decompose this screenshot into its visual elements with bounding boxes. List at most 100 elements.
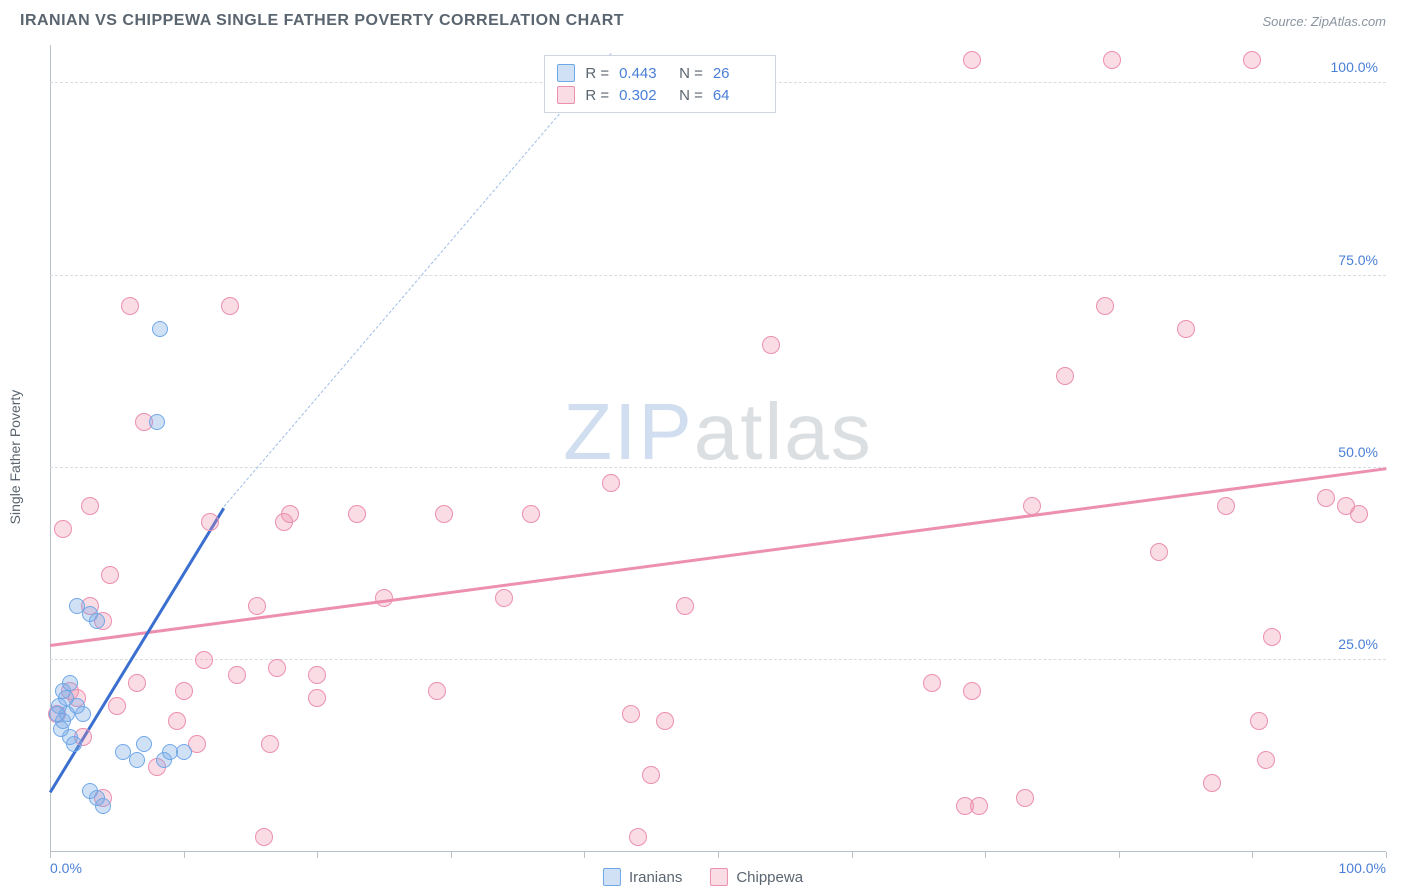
x-tick	[50, 852, 51, 858]
x-tick	[451, 852, 452, 858]
data-point-pink	[175, 682, 193, 700]
data-point-pink	[1217, 497, 1235, 515]
data-point-pink	[348, 505, 366, 523]
legend-item-iranians: Iranians	[603, 868, 682, 886]
data-point-pink	[168, 712, 186, 730]
corr-r-label: R =	[585, 65, 609, 82]
legend-label-iranians: Iranians	[629, 869, 682, 886]
y-tick-label: 100.0%	[1331, 59, 1378, 75]
data-point-pink	[268, 659, 286, 677]
x-tick-label: 0.0%	[50, 860, 82, 876]
data-point-pink	[275, 513, 293, 531]
data-point-pink	[1243, 51, 1261, 69]
x-tick	[584, 852, 585, 858]
chart-header: IRANIAN VS CHIPPEWA SINGLE FATHER POVERT…	[0, 0, 1406, 38]
x-tick	[718, 852, 719, 858]
correlation-box: R =0.443N =26R =0.302N =64	[544, 55, 776, 113]
gridline	[50, 275, 1386, 276]
y-axis-label: Single Father Poverty	[7, 389, 23, 524]
corr-n-label: N =	[679, 65, 703, 82]
data-point-pink	[1317, 489, 1335, 507]
corr-swatch-blue	[557, 64, 575, 82]
data-point-blue	[152, 321, 168, 337]
corr-n-label: N =	[679, 87, 703, 104]
data-point-blue	[75, 706, 91, 722]
data-point-pink	[128, 674, 146, 692]
x-tick	[317, 852, 318, 858]
watermark-atlas: atlas	[694, 387, 873, 476]
x-tick	[1119, 852, 1120, 858]
x-tick-label: 100.0%	[1339, 860, 1386, 876]
y-tick-label: 25.0%	[1338, 636, 1378, 652]
data-point-pink	[108, 697, 126, 715]
data-point-pink	[375, 589, 393, 607]
data-point-pink	[642, 766, 660, 784]
data-point-pink	[248, 597, 266, 615]
data-point-pink	[1096, 297, 1114, 315]
data-point-pink	[495, 589, 513, 607]
data-point-blue	[66, 736, 82, 752]
data-point-blue	[149, 414, 165, 430]
data-point-pink	[308, 689, 326, 707]
data-point-pink	[1056, 367, 1074, 385]
corr-row-pink: R = 0.302 N = 64	[557, 84, 763, 106]
chart-title: IRANIAN VS CHIPPEWA SINGLE FATHER POVERT…	[20, 12, 624, 30]
y-tick-label: 50.0%	[1338, 444, 1378, 460]
data-point-pink	[201, 513, 219, 531]
data-point-pink	[81, 497, 99, 515]
corr-r-value: 0.302	[619, 87, 669, 104]
trend-line	[50, 468, 1386, 647]
data-point-pink	[1203, 774, 1221, 792]
data-point-pink	[923, 674, 941, 692]
x-tick	[985, 852, 986, 858]
data-point-pink	[1263, 628, 1281, 646]
data-point-pink	[970, 797, 988, 815]
data-point-pink	[121, 297, 139, 315]
gridline	[50, 659, 1386, 660]
data-point-pink	[1023, 497, 1041, 515]
data-point-blue	[136, 736, 152, 752]
watermark-zip: ZIP	[563, 387, 693, 476]
legend-swatch-pink	[710, 868, 728, 886]
corr-r-value: 0.443	[619, 65, 669, 82]
data-point-pink	[261, 735, 279, 753]
chart-source: Source: ZipAtlas.com	[1262, 14, 1386, 29]
x-tick	[184, 852, 185, 858]
bottom-legend: Iranians Chippewa	[603, 868, 803, 886]
data-point-pink	[676, 597, 694, 615]
data-point-pink	[762, 336, 780, 354]
legend-item-chippewa: Chippewa	[710, 868, 803, 886]
data-point-blue	[62, 675, 78, 691]
data-point-blue	[95, 798, 111, 814]
corr-swatch-pink	[557, 86, 575, 104]
data-point-pink	[963, 682, 981, 700]
data-point-pink	[101, 566, 119, 584]
trend-line-dashed	[223, 53, 611, 507]
corr-row-blue: R =0.443N =26	[557, 62, 763, 84]
corr-r-label: R =	[585, 87, 609, 104]
data-point-pink	[221, 297, 239, 315]
data-point-pink	[1257, 751, 1275, 769]
data-point-pink	[1177, 320, 1195, 338]
data-point-pink	[228, 666, 246, 684]
data-point-pink	[1150, 543, 1168, 561]
x-tick	[852, 852, 853, 858]
data-point-pink	[656, 712, 674, 730]
data-point-pink	[435, 505, 453, 523]
legend-label-chippewa: Chippewa	[736, 869, 803, 886]
y-axis	[50, 45, 51, 852]
corr-n-value: 64	[713, 87, 763, 104]
data-point-pink	[308, 666, 326, 684]
data-point-pink	[1103, 51, 1121, 69]
x-tick	[1386, 852, 1387, 858]
data-point-pink	[1350, 505, 1368, 523]
data-point-pink	[1016, 789, 1034, 807]
data-point-pink	[195, 651, 213, 669]
data-point-pink	[602, 474, 620, 492]
data-point-pink	[255, 828, 273, 846]
watermark: ZIPatlas	[563, 386, 872, 478]
data-point-pink	[963, 51, 981, 69]
data-point-blue	[59, 706, 75, 722]
data-point-pink	[629, 828, 647, 846]
data-point-blue	[129, 752, 145, 768]
